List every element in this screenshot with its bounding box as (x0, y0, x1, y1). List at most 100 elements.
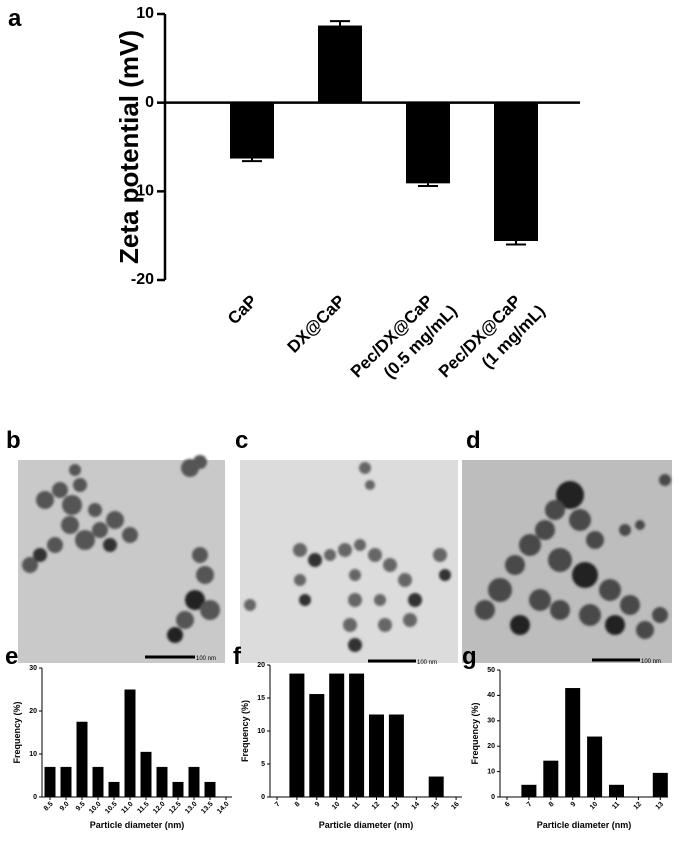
y-axis-title: Frequency (%) (12, 701, 22, 763)
scale-bar-label: 100 nm (417, 660, 437, 666)
x-tick-label: 12 (371, 801, 382, 812)
tem-image-c: 100 nm (240, 460, 458, 666)
x-tick-label: 7 (526, 801, 534, 809)
x-tick-label: 11.5 (136, 801, 150, 815)
x-axis-title: Particle diameter (nm) (319, 820, 414, 830)
x-tick-label: 10 (331, 801, 342, 812)
image-background (18, 460, 225, 663)
y-axis-title: Frequency (%) (470, 702, 480, 764)
bar (44, 766, 56, 797)
bar (309, 694, 325, 797)
bar (318, 25, 362, 103)
bar (76, 721, 88, 797)
y-tick-label: 0 (261, 794, 265, 801)
x-tick-label: 6 (504, 801, 512, 809)
y-tick-label: 20 (257, 662, 265, 669)
x-tick-label: 14 (411, 801, 422, 812)
y-tick-label: 5 (261, 761, 265, 768)
x-tick-label-line: DX@CaP (284, 291, 349, 356)
x-tick-label: 13.5 (200, 801, 215, 816)
y-tick-label: 50 (487, 667, 495, 674)
panel-label: d (466, 427, 481, 454)
x-axis-title: Particle diameter (nm) (90, 820, 185, 830)
y-tick-label: -10 (131, 183, 154, 200)
bar (92, 766, 104, 797)
x-tick-label: 7 (274, 801, 282, 809)
x-tick-label: Pec/DX@CaP(1 mg/mL) (435, 284, 549, 398)
panel-label: a (8, 5, 22, 32)
x-tick-label: 11.0 (120, 801, 134, 815)
x-tick-label: 13 (655, 801, 666, 812)
bar (428, 776, 444, 797)
panel-label: e (5, 643, 18, 670)
y-tick-label: 0 (33, 794, 37, 801)
bar (406, 102, 450, 184)
x-tick-label: 14.0 (216, 801, 231, 816)
tem-image-b: 100 nm (18, 455, 225, 663)
x-tick-label: 13 (391, 801, 402, 812)
x-tick-label: 11 (351, 801, 361, 811)
y-tick-label: 0 (145, 94, 154, 111)
bar (369, 714, 384, 797)
bar (652, 772, 668, 797)
x-tick-label: 11 (611, 801, 621, 811)
x-tick-label: 10.0 (88, 801, 103, 816)
bar (565, 688, 581, 797)
bar (609, 784, 624, 797)
y-tick-label: -20 (131, 271, 154, 288)
bar (188, 766, 200, 797)
bar (60, 766, 72, 797)
y-axis-title: Frequency (%) (240, 700, 250, 762)
y-tick-label: 0 (491, 794, 495, 801)
particles (244, 462, 451, 652)
bar (329, 673, 345, 797)
x-tick-label-line: CaP (224, 291, 261, 328)
bar (108, 781, 120, 797)
y-tick-label: 30 (487, 718, 495, 725)
bar (230, 102, 274, 159)
bar (204, 781, 216, 797)
x-tick-label: 12.0 (152, 801, 167, 816)
x-tick-label: 9 (314, 801, 322, 809)
y-tick-label: 10 (487, 768, 495, 775)
tem-image-d: 100 nm (462, 460, 672, 665)
particles (22, 455, 220, 643)
y-tick-label: 20 (487, 743, 495, 750)
bar (172, 781, 184, 797)
scale-bar-label: 100 nm (641, 659, 661, 665)
scale-bar-label: 100 nm (196, 656, 216, 662)
bar (494, 102, 538, 241)
bar (521, 784, 537, 797)
x-tick-label: DX@CaP (284, 291, 349, 356)
x-tick-label: 8 (294, 801, 302, 809)
bar (349, 673, 365, 797)
x-tick-label: 9.5 (75, 801, 87, 813)
x-tick-label: 9 (570, 801, 578, 809)
x-tick-label: 16 (450, 801, 461, 812)
x-tick-label: 8.5 (43, 801, 55, 813)
x-tick-label: 8 (548, 801, 556, 809)
x-tick-label: 13.0 (184, 801, 199, 816)
bar (124, 689, 136, 797)
panel-label: c (235, 427, 248, 454)
y-tick-label: 40 (487, 692, 495, 699)
y-tick-label: 30 (29, 665, 37, 672)
y-tick-label: 10 (29, 751, 37, 758)
image-background (240, 460, 458, 663)
x-tick-label: Pec/DX@CaP(0.5 mg/mL) (347, 284, 461, 398)
y-tick-label: 15 (257, 695, 265, 702)
x-tick-label: 12 (633, 801, 644, 812)
x-tick-label: 10 (589, 801, 600, 812)
particles (475, 474, 671, 639)
x-tick-label: 9.0 (59, 801, 71, 813)
x-tick-label: 15 (430, 801, 441, 812)
bar (543, 760, 559, 797)
y-tick-label: 20 (29, 708, 37, 715)
bar (156, 766, 168, 797)
bar (140, 751, 152, 797)
y-tick-label: 10 (257, 728, 265, 735)
x-tick-label: 10.5 (104, 801, 119, 816)
bar (388, 714, 404, 797)
x-axis-title: Particle diameter (nm) (537, 820, 632, 830)
bar (289, 673, 305, 797)
